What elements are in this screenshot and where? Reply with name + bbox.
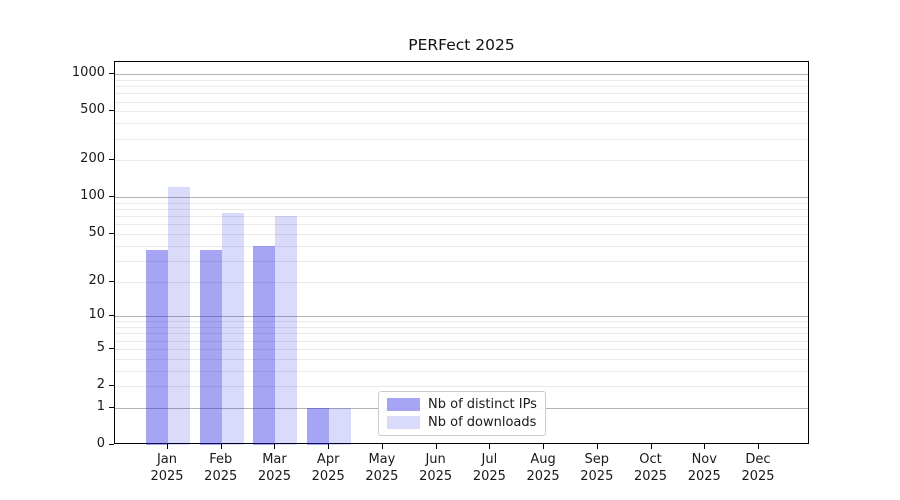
y-tick-label: 1 xyxy=(96,398,105,414)
y-tick-mark xyxy=(109,110,114,112)
gridline-minor xyxy=(115,79,808,81)
x-tick-mark xyxy=(274,444,276,449)
gridline-minor xyxy=(115,370,808,372)
legend: Nb of distinct IPs Nb of downloads xyxy=(378,391,546,436)
bar-downloads-feb-2025 xyxy=(221,213,244,445)
x-tick-mark xyxy=(220,444,222,449)
plot-area xyxy=(114,61,809,445)
gridline-minor xyxy=(115,123,808,125)
y-tick-label: 10 xyxy=(88,307,105,323)
gridline-minor xyxy=(115,358,808,360)
y-tick-mark xyxy=(109,385,114,387)
x-tick-mark xyxy=(596,444,598,449)
x-tick-mark xyxy=(704,444,706,449)
y-tick-label: 500 xyxy=(80,102,105,118)
gridline-major xyxy=(115,316,808,318)
x-tick-label: Feb 2025 xyxy=(204,452,238,484)
x-tick-label: Jun 2025 xyxy=(419,452,453,484)
gridline-minor xyxy=(115,101,808,103)
x-tick-label: Aug 2025 xyxy=(526,452,560,484)
bar-ips-feb-2025 xyxy=(199,249,222,445)
x-tick-mark xyxy=(328,444,330,449)
y-tick-label: 200 xyxy=(80,151,105,167)
gridline-minor xyxy=(115,233,808,235)
gridline-minor xyxy=(115,202,808,204)
gridline-minor xyxy=(115,224,808,226)
y-tick-label: 20 xyxy=(88,272,105,288)
legend-label-distinct-ips: Nb of distinct IPs xyxy=(428,397,537,412)
y-tick-mark xyxy=(109,73,114,75)
bar-downloads-jan-2025 xyxy=(168,186,190,445)
gridline-minor xyxy=(115,321,808,323)
gridline-minor xyxy=(115,160,808,162)
bar-downloads-mar-2025 xyxy=(275,216,298,445)
x-tick-mark xyxy=(543,444,545,449)
x-tick-label: Jul 2025 xyxy=(472,452,506,484)
gridline-minor xyxy=(115,260,808,262)
legend-item-downloads: Nb of downloads xyxy=(387,415,537,430)
y-tick-mark xyxy=(109,280,114,282)
y-tick-mark xyxy=(109,232,114,234)
gridline-major xyxy=(115,74,808,76)
y-tick-mark xyxy=(109,444,114,445)
gridline-major xyxy=(115,197,808,199)
y-tick-mark xyxy=(109,347,114,349)
y-tick-label: 5 xyxy=(96,339,105,355)
x-tick-label: Oct 2025 xyxy=(633,452,668,484)
gridline-minor xyxy=(115,138,808,140)
gridline-minor xyxy=(115,340,808,342)
y-tick-label: 0 xyxy=(96,436,105,451)
x-tick-label: May 2025 xyxy=(365,452,399,484)
x-tick-mark xyxy=(381,444,383,449)
x-tick-label: Jan 2025 xyxy=(150,452,184,484)
gridline-minor xyxy=(115,86,808,88)
gridline-minor xyxy=(115,216,808,218)
gridline-minor xyxy=(115,333,808,335)
bar-ips-mar-2025 xyxy=(253,245,276,445)
x-tick-label: Dec 2025 xyxy=(741,452,775,484)
y-tick-mark xyxy=(109,196,114,198)
y-tick-label: 2 xyxy=(96,377,105,393)
x-tick-mark xyxy=(167,444,168,449)
gridline-minor xyxy=(115,386,808,388)
bar-ips-jan-2025 xyxy=(146,249,168,445)
y-tick-mark xyxy=(109,315,114,317)
legend-label-downloads: Nb of downloads xyxy=(428,415,537,430)
gridline-minor xyxy=(115,245,808,247)
y-tick-mark xyxy=(109,406,114,408)
y-tick-mark xyxy=(109,159,114,161)
legend-swatch-downloads-icon xyxy=(387,416,420,429)
x-tick-label: Mar 2025 xyxy=(257,452,291,484)
gridline-minor xyxy=(115,111,808,113)
legend-item-distinct-ips: Nb of distinct IPs xyxy=(387,397,537,412)
x-tick-mark xyxy=(435,444,437,449)
y-tick-label: 100 xyxy=(80,188,105,204)
y-tick-label: 50 xyxy=(88,224,105,240)
gridline-minor xyxy=(115,93,808,95)
x-tick-mark xyxy=(489,444,491,449)
x-tick-mark xyxy=(757,444,759,449)
legend-swatch-distinct-ips-icon xyxy=(387,398,420,411)
x-tick-label: Sep 2025 xyxy=(580,452,614,484)
x-tick-label: Nov 2025 xyxy=(687,452,721,484)
gridline-minor xyxy=(115,348,808,350)
x-tick-label: Apr 2025 xyxy=(311,452,345,484)
y-tick-label: 1000 xyxy=(71,65,105,81)
gridline-minor xyxy=(115,327,808,329)
bar-downloads-apr-2025 xyxy=(329,407,352,445)
gridline-minor xyxy=(115,281,808,283)
bar-ips-apr-2025 xyxy=(307,407,330,445)
x-tick-mark xyxy=(650,444,652,449)
gridline-minor xyxy=(115,209,808,211)
chart-title: PERFect 2025 xyxy=(408,36,515,54)
